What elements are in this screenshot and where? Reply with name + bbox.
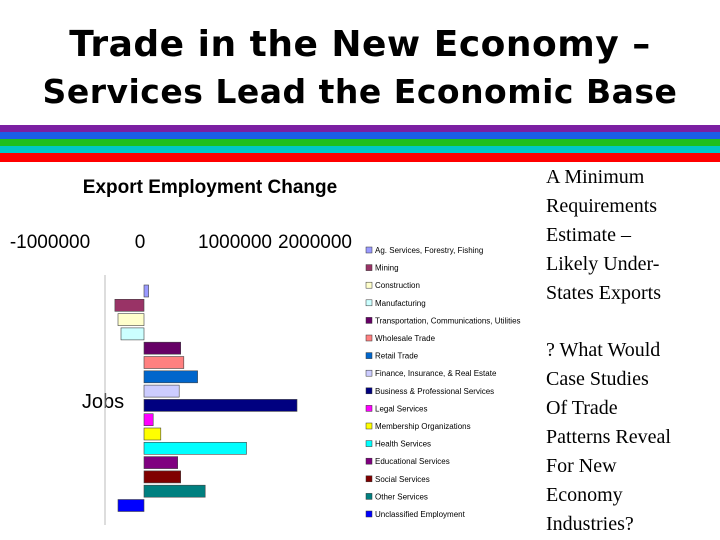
bar-2 [114,299,145,312]
legend-swatch [365,352,373,359]
bar-10 [143,413,154,426]
bar-1 [143,284,149,298]
legend-swatch [365,281,373,289]
legend-swatch [365,246,373,254]
x-tick-label: -1000000 [10,232,90,253]
legend-swatch [365,299,373,307]
stripe-4 [0,146,720,155]
legend-swatch [365,422,373,430]
y-axis-label: Jobs [82,391,124,413]
legend-label: Wholesale Trade [375,334,436,343]
stripe-2 [0,132,720,141]
legend-label: Finance, Insurance, & Real Estate [375,369,497,378]
bar-4 [120,327,145,341]
bar-8 [143,384,180,398]
legend-label: Membership Organizations [375,422,471,431]
bar-11 [143,427,162,441]
legend-swatch [365,457,373,465]
bar-12 [143,441,247,455]
slide-title-line-1: Trade in the New Economy – [69,24,651,65]
legend-label: Legal Services [375,404,427,413]
legend-swatch [365,493,373,500]
legend-label: Educational Services [375,457,450,466]
decorative-stripes [0,125,720,162]
legend-swatch [365,387,373,395]
bar-13 [143,456,179,469]
bar-7 [143,370,198,384]
legend-swatch [365,369,373,377]
legend-label: Manufacturing [375,299,426,308]
slide-title-line-2: Services Lead the Economic Base [42,72,678,111]
legend-swatch [365,334,373,342]
legend-label: Social Services [375,475,430,484]
legend-label: Construction [375,281,420,290]
legend-label: Other Services [375,492,428,501]
bar-9 [143,399,298,412]
stripe-1 [0,125,720,134]
legend-swatch [365,405,373,412]
bar-16 [117,499,145,512]
legend-label: Retail Trade [375,352,419,361]
side-note-case-studies: ? What Would Case Studies Of Trade Patte… [546,339,671,535]
legend-swatch [365,510,373,518]
legend-label: Business & Professional Services [375,387,494,396]
legend-label: Transportation, Communications, Utilitie… [375,316,521,325]
bar-14 [143,470,182,484]
side-note-minimum-requirements: A Minimum Requirements Estimate – Likely… [546,166,661,304]
chart-title: Export Employment Change [83,177,337,198]
legend-swatch [365,475,373,483]
stripe-3 [0,139,720,148]
legend-label: Health Services [375,440,431,449]
bar-15 [143,484,206,498]
legend-swatch [365,440,373,447]
legend-label: Unclassified Employment [375,510,466,519]
bar-6 [143,356,185,369]
bar-3 [117,313,145,326]
legend-swatch [365,317,373,324]
stripe-5 [0,153,720,162]
bar-5 [143,341,182,355]
legend-label: Ag. Services, Forestry, Fishing [375,246,483,255]
x-tick-label: 2000000 [278,232,352,253]
x-tick-label: 0 [135,232,146,253]
legend-label: Mining [375,264,399,273]
x-tick-label: 1000000 [198,232,272,253]
legend-swatch [365,264,373,271]
export-employment-chart: Export Employment Change Jobs -1000000 0 1… [10,177,521,525]
